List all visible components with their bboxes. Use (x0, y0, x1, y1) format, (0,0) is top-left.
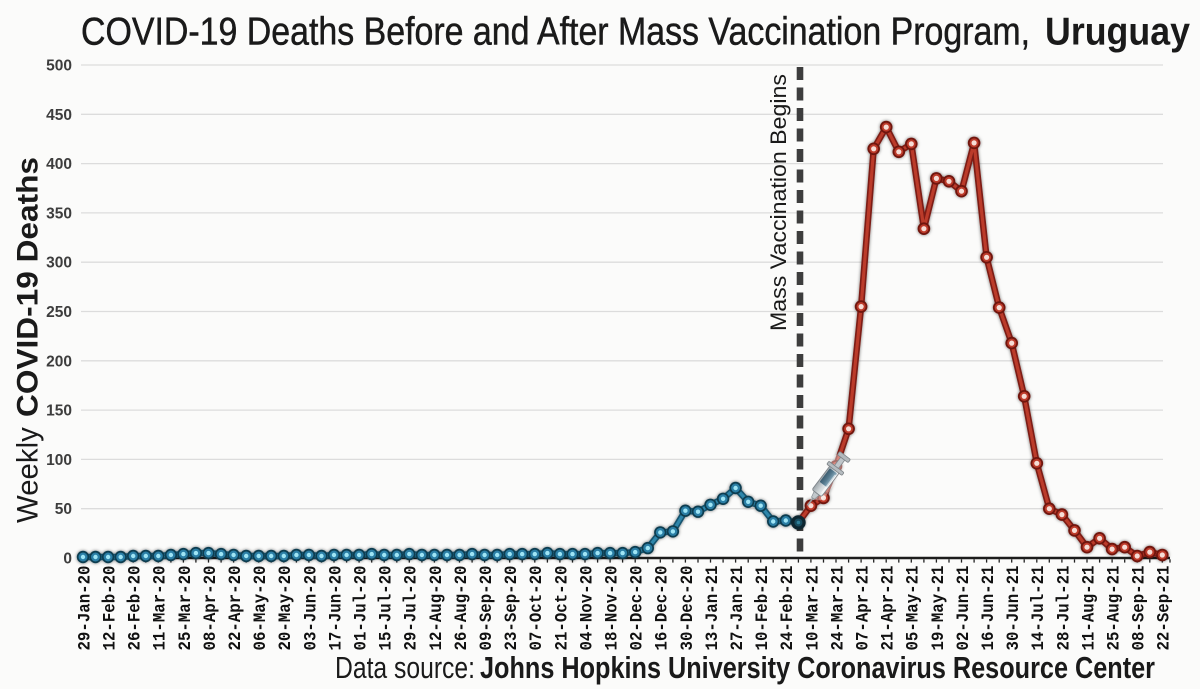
svg-text:15-Jul-20: 15-Jul-20 (377, 566, 397, 651)
svg-text:17-Jun-20: 17-Jun-20 (326, 566, 346, 651)
svg-text:30-Jun-21: 30-Jun-21 (1004, 566, 1024, 651)
svg-text:06-May-20: 06-May-20 (251, 566, 271, 651)
svg-text:19-May-21: 19-May-21 (929, 566, 949, 651)
svg-text:12-Aug-20: 12-Aug-20 (427, 566, 447, 651)
svg-text:Data source:: Data source: (335, 650, 475, 685)
svg-text:08-Apr-20: 08-Apr-20 (201, 566, 221, 651)
svg-text:250: 250 (46, 304, 72, 321)
svg-text:10-Mar-21: 10-Mar-21 (803, 566, 823, 651)
svg-text:23-Sep-20: 23-Sep-20 (502, 566, 522, 651)
svg-text:08-Sep-21: 08-Sep-21 (1130, 566, 1150, 651)
svg-text:26-Aug-20: 26-Aug-20 (452, 566, 472, 651)
svg-text:16-Dec-20: 16-Dec-20 (653, 566, 673, 651)
svg-text:300: 300 (46, 255, 72, 272)
svg-text:22-Apr-20: 22-Apr-20 (226, 566, 246, 651)
svg-text:450: 450 (46, 107, 72, 124)
svg-text:04-Nov-20: 04-Nov-20 (577, 566, 597, 651)
svg-text:30-Dec-20: 30-Dec-20 (678, 566, 698, 651)
svg-text:05-May-21: 05-May-21 (904, 566, 924, 651)
svg-text:350: 350 (46, 205, 72, 222)
svg-text:400: 400 (46, 156, 72, 173)
svg-text:01-Jul-20: 01-Jul-20 (352, 566, 372, 651)
svg-text:26-Feb-20: 26-Feb-20 (126, 566, 146, 651)
svg-text:20-May-20: 20-May-20 (276, 566, 296, 651)
svg-text:Weekly: Weekly (12, 419, 45, 523)
svg-text:200: 200 (46, 353, 72, 370)
svg-text:29-Jan-20: 29-Jan-20 (75, 566, 95, 651)
svg-text:07-Apr-21: 07-Apr-21 (854, 566, 874, 651)
svg-text:22-Sep-21: 22-Sep-21 (1155, 566, 1175, 651)
svg-text:Uruguay: Uruguay (1045, 11, 1190, 54)
svg-text:COVID-19 Deaths Before and Aft: COVID-19 Deaths Before and After Mass Va… (81, 11, 1030, 54)
svg-text:09-Sep-20: 09-Sep-20 (477, 566, 497, 651)
svg-text:Mass Vaccination Begins: Mass Vaccination Begins (766, 74, 791, 331)
svg-text:25-Aug-21: 25-Aug-21 (1105, 566, 1125, 651)
svg-text:02-Jun-21: 02-Jun-21 (954, 566, 974, 651)
svg-text:18-Nov-20: 18-Nov-20 (603, 566, 623, 651)
svg-text:150: 150 (46, 403, 72, 420)
svg-text:13-Jan-21: 13-Jan-21 (703, 566, 723, 651)
svg-text:07-Oct-20: 07-Oct-20 (527, 566, 547, 651)
svg-text:Johns Hopkins University Coron: Johns Hopkins University Coronavirus Res… (480, 650, 1155, 685)
svg-text:25-Mar-20: 25-Mar-20 (176, 566, 196, 651)
svg-text:100: 100 (46, 452, 72, 469)
svg-text:24-Mar-21: 24-Mar-21 (828, 566, 848, 651)
svg-text:COVID-19 Deaths: COVID-19 Deaths (12, 157, 45, 417)
svg-text:21-Apr-21: 21-Apr-21 (879, 566, 899, 651)
svg-text:0: 0 (63, 551, 72, 568)
svg-text:11-Mar-20: 11-Mar-20 (151, 566, 171, 651)
svg-text:14-Jul-21: 14-Jul-21 (1029, 566, 1049, 651)
svg-text:24-Feb-21: 24-Feb-21 (778, 566, 798, 651)
svg-text:29-Jul-20: 29-Jul-20 (402, 566, 422, 651)
svg-text:10-Feb-21: 10-Feb-21 (753, 566, 773, 651)
svg-text:500: 500 (46, 58, 72, 75)
svg-text:11-Aug-21: 11-Aug-21 (1079, 566, 1099, 651)
svg-text:03-Jun-20: 03-Jun-20 (301, 566, 321, 651)
svg-text:28-Jul-21: 28-Jul-21 (1054, 566, 1074, 651)
svg-text:02-Dec-20: 02-Dec-20 (628, 566, 648, 651)
svg-text:21-Oct-20: 21-Oct-20 (552, 566, 572, 651)
svg-text:16-Jun-21: 16-Jun-21 (979, 566, 999, 651)
svg-text:12-Feb-20: 12-Feb-20 (101, 566, 121, 651)
svg-text:27-Jan-21: 27-Jan-21 (728, 566, 748, 651)
svg-text:50: 50 (55, 501, 72, 518)
